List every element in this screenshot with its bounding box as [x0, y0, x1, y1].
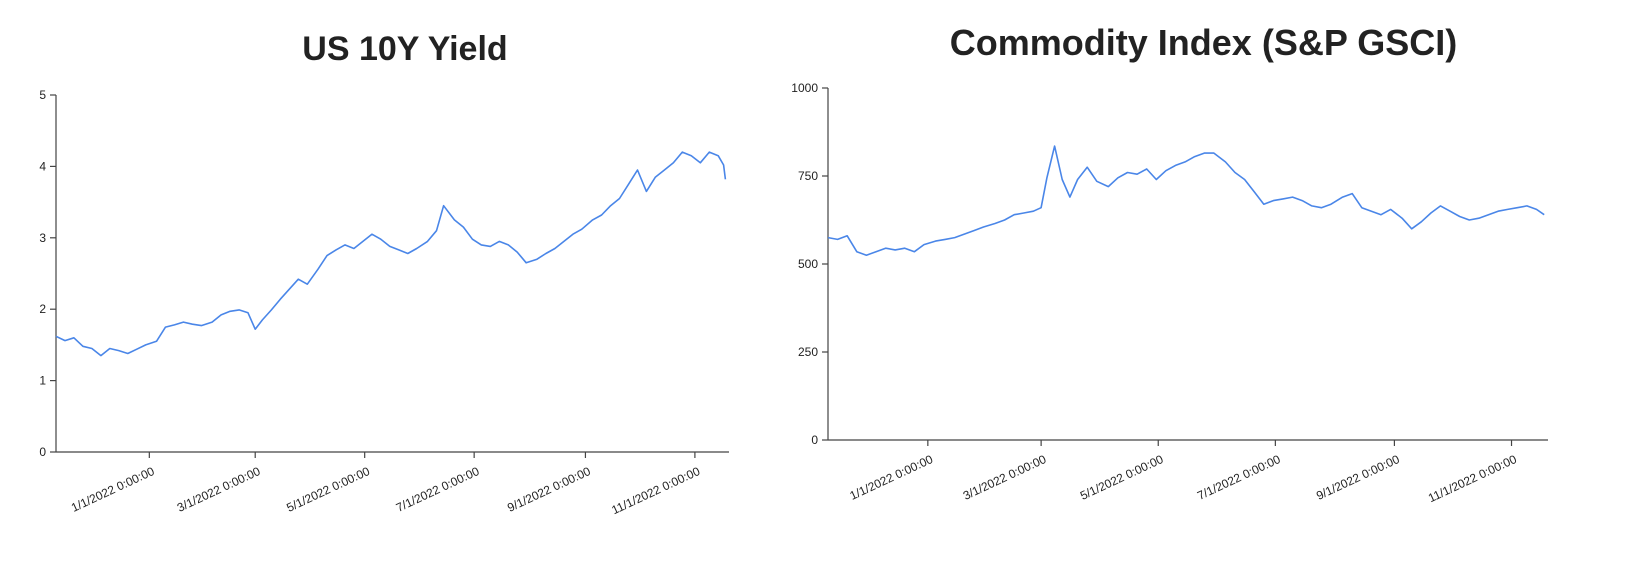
x-tick-label: 11/1/2022 0:00:00 [1426, 452, 1519, 505]
y-tick-label: 0 [39, 445, 46, 459]
chart-panel-commodity: Commodity Index (S&P GSCI) 0 250 500 750 100… [790, 0, 1637, 564]
x-tick-label: 1/1/2022 0:00:00 [848, 452, 936, 503]
series-line [55, 151, 727, 357]
x-tick-label: 7/1/2022 0:00:00 [394, 464, 482, 515]
y-tick-label: 1 [39, 374, 46, 388]
x-tick-label: 1/1/2022 0:00:00 [69, 464, 157, 515]
y-tick-label: 4 [39, 159, 46, 173]
chart-title: US 10Y Yield [302, 30, 508, 68]
y-tick-label: 0 [811, 433, 818, 447]
y-tick-label: 2 [39, 302, 46, 316]
y-tick-label: 500 [798, 257, 818, 271]
x-tick-label: 5/1/2022 0:00:00 [284, 464, 372, 515]
chart-panel-us10y: US 10Y Yield 0 1 2 3 4 5 1/1/2022 0:00:00 3/1/2… [0, 0, 790, 564]
x-tick-label: 5/1/2022 0:00:00 [1078, 452, 1166, 503]
y-tick-label: 5 [39, 88, 46, 102]
x-tick-label: 9/1/2022 0:00:00 [505, 464, 593, 515]
x-tick-label: 9/1/2022 0:00:00 [1314, 452, 1402, 503]
x-tick-label: 3/1/2022 0:00:00 [961, 452, 1049, 503]
chart-plot-commodity: 0 250 500 750 1000 1/1/2022 0:00:00 3/1/2022 0… [791, 81, 1548, 505]
x-tick-label: 7/1/2022 0:00:00 [1195, 452, 1283, 503]
y-tick-label: 750 [798, 169, 818, 183]
x-tick-label: 3/1/2022 0:00:00 [175, 464, 263, 515]
y-tick-label: 250 [798, 345, 818, 359]
x-tick-label: 11/1/2022 0:00:00 [609, 464, 702, 517]
y-tick-label: 1000 [791, 81, 818, 95]
series-line [827, 145, 1545, 256]
chart-title: Commodity Index (S&P GSCI) [949, 22, 1458, 63]
chart-plot-us10y: 0 1 2 3 4 5 1/1/2022 0:00:00 3/1/2022 0:00:00 5/… [39, 88, 729, 517]
y-tick-label: 3 [39, 231, 46, 245]
